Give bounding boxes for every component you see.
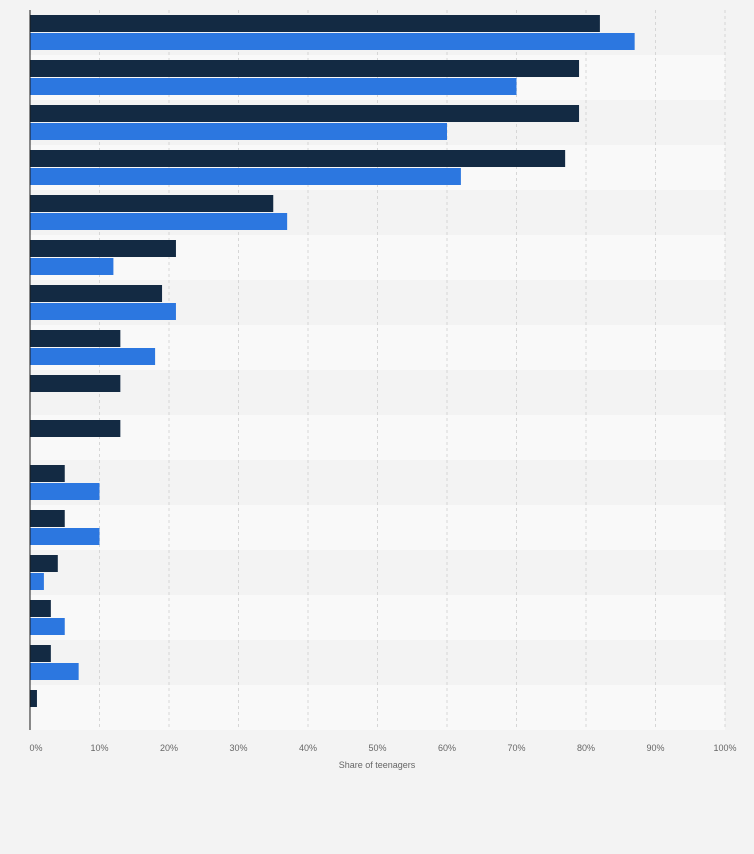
bar-series-1 bbox=[30, 645, 51, 662]
bar-series-1 bbox=[30, 105, 580, 122]
x-tick-label: 0% bbox=[29, 743, 42, 753]
bar-series-1 bbox=[30, 15, 600, 32]
bar-series-1 bbox=[30, 330, 121, 347]
bar-series-2 bbox=[30, 303, 176, 320]
bar-series-1 bbox=[30, 600, 51, 617]
x-tick-label: 60% bbox=[438, 743, 456, 753]
bar-series-1 bbox=[30, 195, 274, 212]
bar-series-2 bbox=[30, 573, 44, 590]
bar-series-2 bbox=[30, 483, 100, 500]
bar-series-1 bbox=[30, 240, 176, 257]
x-tick-label: 70% bbox=[507, 743, 525, 753]
x-tick-label: 10% bbox=[90, 743, 108, 753]
x-tick-label: 100% bbox=[713, 743, 736, 753]
x-tick-label: 20% bbox=[160, 743, 178, 753]
bar-series-1 bbox=[30, 375, 121, 392]
x-tick-label: 80% bbox=[577, 743, 595, 753]
bar-series-2 bbox=[30, 168, 461, 185]
x-axis-label: Share of teenagers bbox=[339, 760, 416, 770]
bar-series-1 bbox=[30, 465, 65, 482]
bars bbox=[30, 15, 635, 707]
bar-series-1 bbox=[30, 510, 65, 527]
bar-series-1 bbox=[30, 285, 163, 302]
bar-series-2 bbox=[30, 123, 447, 140]
bar-series-2 bbox=[30, 348, 156, 365]
bar-series-2 bbox=[30, 258, 114, 275]
bar-series-2 bbox=[30, 663, 79, 680]
x-tick-label: 90% bbox=[646, 743, 664, 753]
bar-series-2 bbox=[30, 618, 65, 635]
x-tick-label: 50% bbox=[368, 743, 386, 753]
x-tick-label: 30% bbox=[229, 743, 247, 753]
bar-series-2 bbox=[30, 528, 100, 545]
x-tick-label: 40% bbox=[299, 743, 317, 753]
bar-series-1 bbox=[30, 420, 121, 437]
bar-series-2 bbox=[30, 78, 517, 95]
bar-series-2 bbox=[30, 33, 635, 50]
bar-series-1 bbox=[30, 60, 580, 77]
bar-series-1 bbox=[30, 555, 58, 572]
bar-series-1 bbox=[30, 150, 566, 167]
bar-series-1 bbox=[30, 690, 37, 707]
x-tick-labels: 0% 10% 20% 30% 40% 50% 60% 70% 80% 90% 100% bbox=[29, 743, 736, 753]
bar-series-2 bbox=[30, 213, 288, 230]
